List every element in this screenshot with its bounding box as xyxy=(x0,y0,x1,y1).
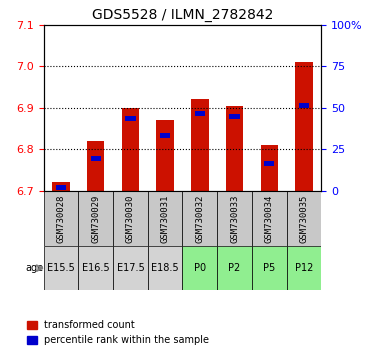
Text: E15.5: E15.5 xyxy=(47,263,75,273)
FancyBboxPatch shape xyxy=(148,191,182,246)
FancyBboxPatch shape xyxy=(78,191,113,246)
Text: P12: P12 xyxy=(295,263,313,273)
Text: GSM730034: GSM730034 xyxy=(265,194,274,242)
Bar xyxy=(229,114,240,119)
FancyBboxPatch shape xyxy=(252,246,287,290)
Bar xyxy=(87,141,104,191)
Text: GSM730029: GSM730029 xyxy=(91,194,100,242)
Bar xyxy=(295,62,312,191)
FancyBboxPatch shape xyxy=(78,246,113,290)
FancyBboxPatch shape xyxy=(182,191,217,246)
FancyBboxPatch shape xyxy=(182,246,217,290)
Text: GSM730028: GSM730028 xyxy=(57,194,66,242)
Bar xyxy=(122,108,139,191)
Text: P0: P0 xyxy=(194,263,206,273)
FancyBboxPatch shape xyxy=(287,246,321,290)
Text: E16.5: E16.5 xyxy=(82,263,110,273)
Bar xyxy=(191,99,208,191)
FancyBboxPatch shape xyxy=(44,191,78,246)
FancyBboxPatch shape xyxy=(217,246,252,290)
Bar xyxy=(195,111,205,116)
Bar xyxy=(157,120,174,191)
Title: GDS5528 / ILMN_2782842: GDS5528 / ILMN_2782842 xyxy=(92,8,273,22)
Text: GSM730033: GSM730033 xyxy=(230,194,239,242)
Text: GSM730032: GSM730032 xyxy=(195,194,204,242)
Bar xyxy=(264,161,274,166)
Bar xyxy=(91,156,101,161)
Bar xyxy=(160,133,170,138)
FancyBboxPatch shape xyxy=(113,191,148,246)
Legend: transformed count, percentile rank within the sample: transformed count, percentile rank withi… xyxy=(23,316,214,349)
FancyBboxPatch shape xyxy=(113,246,148,290)
Bar xyxy=(299,103,309,108)
FancyBboxPatch shape xyxy=(44,246,78,290)
Text: GSM730031: GSM730031 xyxy=(161,194,170,242)
Text: GSM730030: GSM730030 xyxy=(126,194,135,242)
FancyBboxPatch shape xyxy=(148,246,182,290)
Bar xyxy=(261,145,278,191)
Text: P2: P2 xyxy=(228,263,241,273)
Bar xyxy=(53,182,70,191)
Text: GSM730035: GSM730035 xyxy=(299,194,308,242)
Bar xyxy=(125,116,136,121)
Bar xyxy=(56,185,66,190)
Text: P5: P5 xyxy=(263,263,275,273)
Text: E17.5: E17.5 xyxy=(116,263,145,273)
FancyBboxPatch shape xyxy=(252,191,287,246)
FancyBboxPatch shape xyxy=(287,191,321,246)
Text: age: age xyxy=(26,263,44,273)
Bar xyxy=(226,106,243,191)
FancyBboxPatch shape xyxy=(217,191,252,246)
Text: E18.5: E18.5 xyxy=(151,263,179,273)
